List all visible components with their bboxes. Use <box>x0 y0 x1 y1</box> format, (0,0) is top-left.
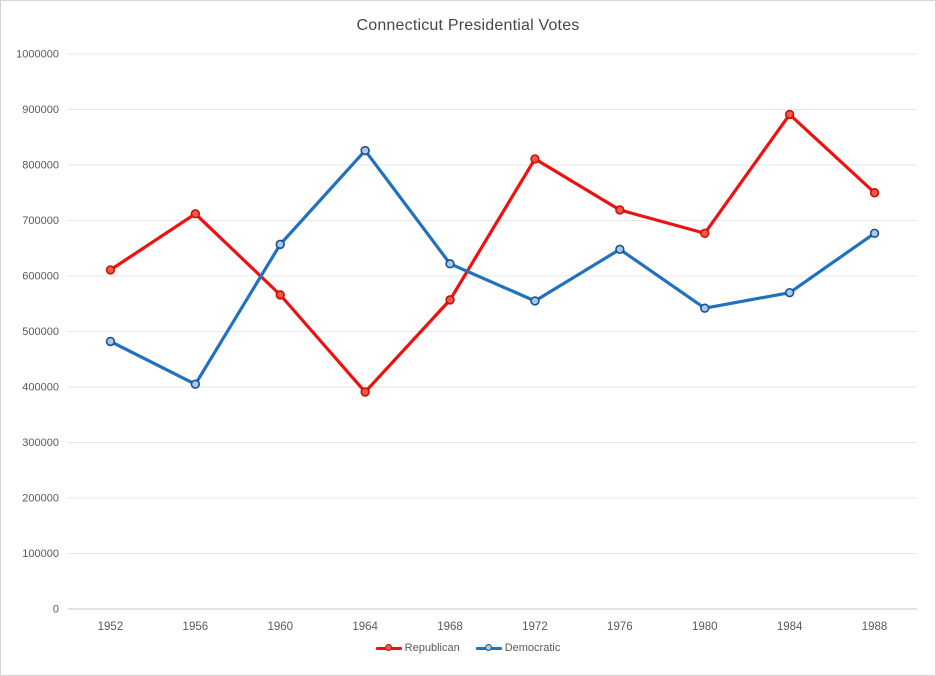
x-axis-tick-label: 1988 <box>862 621 888 633</box>
republican-marker-1972 <box>530 154 540 164</box>
democratic-marker-1956 <box>190 379 201 389</box>
democratic-line <box>108 148 877 386</box>
democratic-marker-1972 <box>530 296 540 306</box>
democratic-marker-1952 <box>105 336 116 347</box>
republican-legend-swatch-icon <box>375 644 402 653</box>
legend-label-democratic: Democratic <box>504 642 561 654</box>
republican-marker-1980 <box>700 228 710 238</box>
x-axis-tick-label: 1960 <box>267 621 293 633</box>
y-axis-tick-label: 0 <box>53 604 59 616</box>
x-axis-tick-label: 1964 <box>352 621 378 633</box>
democratic-marker-1984 <box>784 287 795 298</box>
y-axis-tick-label: 400000 <box>22 382 59 394</box>
x-axis-tick-label: 1984 <box>777 621 803 633</box>
republican-marker-1976 <box>615 205 625 215</box>
democratic-marker-1988 <box>869 228 880 238</box>
democratic-marker-1968 <box>445 259 455 269</box>
x-axis-tick-label: 1952 <box>98 621 124 633</box>
republican-line <box>108 112 877 394</box>
y-axis-tick-label: 300000 <box>22 437 59 449</box>
chart-title: Connecticut Presidential Votes <box>356 17 580 34</box>
y-axis-tick-label: 1000000 <box>16 49 59 61</box>
y-axis-tick-label: 800000 <box>22 160 59 172</box>
republican-legend-marker <box>384 644 392 651</box>
republican-marker-1956 <box>190 209 201 219</box>
republican-marker-1984 <box>784 109 795 120</box>
x-axis-tick-label: 1972 <box>522 621 548 633</box>
democratic-marker-1964 <box>360 145 370 156</box>
y-axis-tick-label: 100000 <box>22 548 59 560</box>
x-axis-tick-label: 1976 <box>607 621 633 633</box>
democratic-marker-1980 <box>700 303 710 313</box>
x-axis-tick-label: 1968 <box>437 621 463 633</box>
legend-item-republican: Republican <box>375 642 460 654</box>
y-axis-tick-label: 200000 <box>22 493 59 505</box>
republican-marker-1988 <box>869 188 880 198</box>
legend-label-republican: Republican <box>404 642 460 654</box>
republican-marker-1952 <box>105 265 116 275</box>
y-axis-tick-label: 600000 <box>22 271 59 283</box>
x-axis-tick-label: 1980 <box>692 621 718 633</box>
legend-item-democratic: Democratic <box>475 642 561 654</box>
y-axis-tick-label: 700000 <box>22 215 59 227</box>
y-axis-tick-label: 900000 <box>22 104 59 116</box>
legend: Republican Democratic <box>1 642 935 654</box>
x-axis-tick-label: 1956 <box>183 621 209 633</box>
democratic-marker-1976 <box>615 244 625 255</box>
republican-marker-1964 <box>360 387 370 397</box>
democratic-legend-marker <box>484 644 492 651</box>
republican-marker-1968 <box>445 295 455 305</box>
democratic-marker-1960 <box>275 239 285 250</box>
democratic-legend-swatch-icon <box>475 644 502 653</box>
y-axis-tick-label: 500000 <box>22 326 59 338</box>
republican-marker-1960 <box>275 290 285 300</box>
